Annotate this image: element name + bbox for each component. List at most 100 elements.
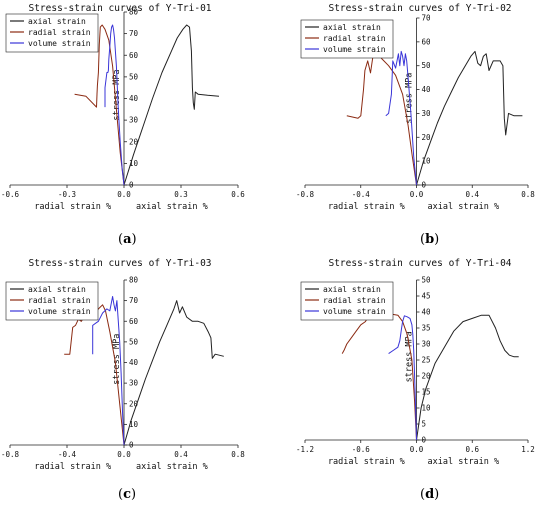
series-line-a-1 [74,24,125,186]
y-tick-label-c-6: 60 [129,317,139,326]
legend-box-d [300,281,394,321]
legend-c: axial strain radial strain volume strain [5,281,99,321]
y-tick-label-a-7: 70 [129,29,139,38]
chart-title-b: Stress-strain curves of Y-Tri-02 [328,3,511,14]
chart-title-a: Stress-strain curves of Y-Tri-01 [28,3,211,14]
y-tick-label-d-9: 45 [422,292,431,301]
y-tick-label-d-3: 15 [422,388,431,397]
series-line-d-2 [388,315,417,441]
x-axis-label-right-b: axial strain % [428,202,500,212]
legend-label-d-2: volume strain [323,307,386,316]
series-line-c-0 [123,300,224,446]
series-line-d-0 [416,314,519,441]
series-line-b-0 [416,50,523,186]
chart-title-d: Stress-strain curves of Y-Tri-04 [328,258,511,269]
chart-title-c: Stress-strain curves of Y-Tri-03 [28,258,211,269]
y-tick-label-b-1: 10 [422,157,432,166]
y-axis-label-c: stress MPa [112,334,122,385]
x-axis-label-left-d: radial strain % [328,457,405,467]
legend-a: axial strain radial strain volume strain [5,13,99,53]
series-line-a-0 [123,24,220,186]
legend-label-b-1: radial strain [323,34,386,43]
legend-label-a-2: volume strain [28,39,91,48]
y-tick-label-b-4: 40 [422,85,432,94]
legend-label-d-0: axial strain [323,285,381,294]
y-tick-label-b-2: 20 [422,133,432,142]
y-tick-label-d-0: 0 [422,436,427,445]
y-tick-label-a-3: 30 [129,116,139,125]
caption-c: (c) [118,487,137,502]
y-tick-label-b-6: 60 [422,37,432,46]
x-tick-label-a-2: 0.0 [117,190,131,199]
legend-label-c-2: volume strain [28,307,91,316]
legend-label-a-0: axial strain [28,17,86,26]
legend-label-a-1: radial strain [28,28,91,37]
series-line-b-2 [385,50,417,186]
caption-b: (b) [420,232,440,247]
y-tick-label-b-7: 70 [422,14,432,23]
x-axis-label-left-c: radial strain % [34,462,111,472]
x-tick-label-d-1: -0.6 [352,445,371,454]
y-tick-label-d-5: 25 [422,356,431,365]
x-tick-label-d-2: 0.0 [410,445,424,454]
series-line-c-2 [92,296,125,446]
y-tick-label-d-10: 50 [422,276,432,285]
y-tick-label-c-2: 20 [129,399,139,408]
y-tick-label-d-1: 5 [422,420,427,429]
caption-d: (d) [420,487,440,502]
x-tick-label-d-3: 0.6 [465,445,479,454]
chart-panel-d: Stress-strain curves of Y-Tri-04 -1.2 -0.6… [280,255,550,510]
legend-label-b-0: axial strain [323,23,381,32]
y-axis-label-a: stress MPa [112,69,122,120]
x-tick-label-c-1: -0.4 [58,450,77,459]
x-tick-label-c-0: -0.8 [1,450,20,459]
x-tick-label-a-3: 0.3 [174,190,188,199]
x-tick-label-b-0: -0.8 [296,190,315,199]
x-tick-label-b-1: -0.4 [352,190,371,199]
y-tick-label-c-0: 0 [129,441,134,450]
chart-panel-c: Stress-strain curves of Y-Tri-03 -0.8 -0.4… [0,255,270,510]
x-tick-label-d-4: 1.2 [521,445,535,454]
y-tick-label-a-5: 50 [129,72,139,81]
chart-svg-c: Stress-strain curves of Y-Tri-03 -0.8 -0.4… [1,258,245,472]
caption-a: (a) [118,232,137,247]
legend-d: axial strain radial strain volume strain [300,281,394,321]
x-tick-label-c-3: 0.4 [174,450,188,459]
y-axis-label-d: stress MPa [405,331,415,382]
x-tick-label-a-4: 0.6 [231,190,245,199]
y-tick-label-a-4: 40 [129,94,139,103]
series-line-a-2 [104,24,125,186]
y-tick-label-d-2: 10 [422,404,432,413]
x-axis-label-right-a: axial strain % [136,202,208,212]
y-tick-label-c-3: 30 [129,379,139,388]
x-tick-label-b-2: 0.0 [410,190,424,199]
x-axis-label-left-a: radial strain % [34,202,111,212]
legend-label-c-0: axial strain [28,285,86,294]
y-tick-label-a-1: 10 [129,159,139,168]
x-tick-label-c-2: 0.0 [117,450,131,459]
y-tick-label-b-0: 0 [422,181,427,190]
y-tick-label-b-5: 50 [422,61,432,70]
legend-b: axial strain radial strain volume strain [300,19,394,59]
y-tick-label-a-0: 0 [129,181,134,190]
x-tick-label-b-3: 0.4 [465,190,479,199]
x-tick-label-d-0: -1.2 [296,445,314,454]
x-axis-label-right-c: axial strain % [136,462,208,472]
y-tick-label-d-7: 35 [422,324,431,333]
y-tick-label-d-4: 20 [422,372,432,381]
y-tick-label-c-7: 70 [129,296,139,305]
x-tick-label-b-4: 0.8 [521,190,535,199]
y-tick-label-d-8: 40 [422,308,432,317]
x-tick-label-a-0: -0.6 [1,190,20,199]
x-tick-label-a-1: -0.3 [58,190,76,199]
legend-box-c [5,281,99,321]
y-tick-label-c-4: 40 [129,358,139,367]
y-tick-label-c-5: 50 [129,337,139,346]
y-tick-label-b-3: 30 [422,109,432,118]
legend-label-d-1: radial strain [323,296,386,305]
legend-label-b-2: volume strain [323,45,386,54]
chart-svg-d: Stress-strain curves of Y-Tri-04 -1.2 -0.6… [296,258,535,467]
chart-svg-b: Stress-strain curves of Y-Tri-02 -0.8 -0.4… [296,3,535,212]
y-tick-label-d-6: 30 [422,340,432,349]
x-axis-label-left-b: radial strain % [328,202,405,212]
